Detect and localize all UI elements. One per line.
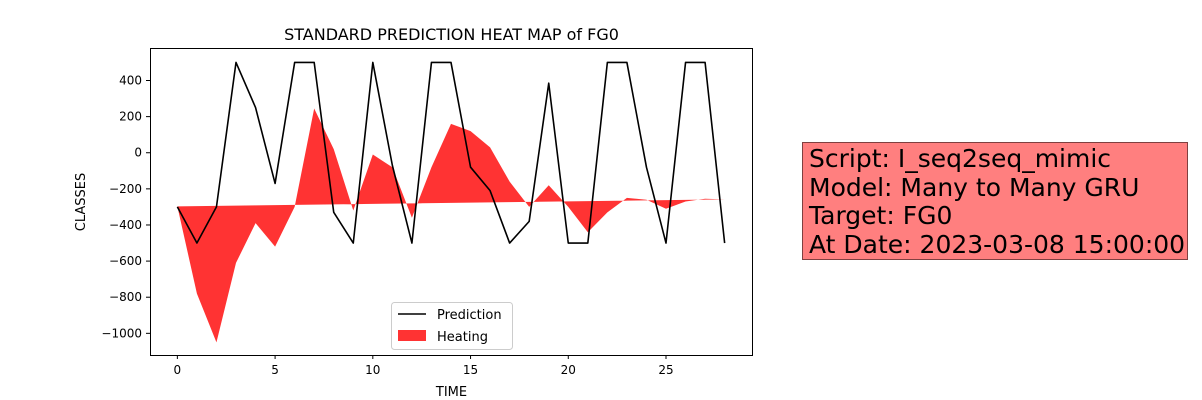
x-tick-label: 10 — [365, 363, 380, 377]
plot-frame — [150, 48, 753, 356]
info-script: Script: I_seq2seq_mimic — [809, 144, 1112, 173]
x-axis-title: TIME — [435, 385, 467, 400]
legend: Prediction Heating — [391, 302, 513, 350]
x-tick-label: 0 — [174, 363, 182, 377]
y-tick-label: −600 — [109, 254, 142, 268]
legend-heating-label: Heating — [437, 330, 488, 345]
x-tick-label: 20 — [561, 363, 576, 377]
info-model: Model: Many to Many GRU — [809, 172, 1140, 202]
legend-prediction-label: Prediction — [437, 308, 502, 323]
y-tick-label: −1000 — [101, 326, 142, 340]
y-tick-label: −400 — [109, 218, 142, 232]
x-tick-label: 25 — [658, 363, 673, 377]
y-axis-title: CLASSES — [74, 173, 89, 231]
chart-title: STANDARD PREDICTION HEAT MAP of FG0 — [284, 25, 619, 44]
prediction-line — [176, 61, 726, 244]
legend-heating-swatch — [398, 330, 426, 341]
info-target: Target: FG0 — [809, 201, 953, 230]
info-date: At Date: 2023-03-08 15:00:00 — [809, 229, 1186, 259]
y-tick-label: −800 — [109, 290, 142, 304]
x-tick-label: 15 — [463, 363, 478, 377]
y-tick-label: 200 — [119, 110, 142, 124]
y-tick-label: 0 — [134, 146, 142, 160]
y-tick-label: 400 — [119, 74, 142, 88]
heating-area — [177, 108, 725, 343]
y-tick-label: −200 — [109, 182, 142, 196]
x-tick-label: 5 — [271, 363, 279, 377]
info-box: Script: I_seq2seq_mimic Model: Many to M… — [802, 142, 1188, 260]
